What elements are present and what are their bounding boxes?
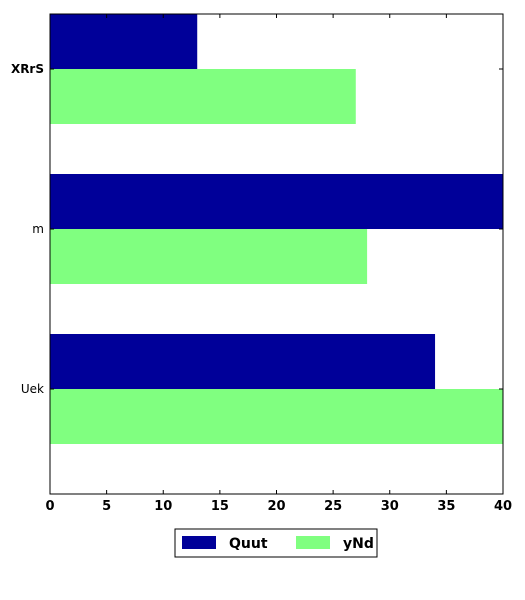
legend-swatch bbox=[296, 536, 330, 549]
legend-label: yNd bbox=[343, 536, 374, 552]
x-tick-label: 35 bbox=[437, 499, 455, 514]
bar-yNd-Uek bbox=[50, 389, 503, 444]
bar-Quut-Uek bbox=[50, 334, 436, 389]
legend: Quut yNd bbox=[174, 528, 378, 558]
bar-Quut-XRrS bbox=[50, 14, 198, 69]
x-tick-label: 0 bbox=[45, 499, 54, 514]
x-tick-label: 20 bbox=[267, 499, 285, 514]
category-label: m bbox=[32, 222, 44, 236]
x-tick-label: 15 bbox=[211, 499, 229, 514]
bar-yNd-XRrS bbox=[50, 69, 356, 124]
category-label: Uek bbox=[21, 382, 44, 396]
bars-group bbox=[50, 14, 503, 444]
category-label: XRrS bbox=[11, 62, 44, 76]
x-tick-label: 40 bbox=[494, 499, 512, 514]
x-tick-label: 10 bbox=[154, 499, 172, 514]
x-tick-label: 25 bbox=[324, 499, 342, 514]
bar-yNd-m bbox=[50, 229, 368, 284]
x-tick-label: 30 bbox=[381, 499, 399, 514]
x-tick-label: 5 bbox=[102, 499, 111, 514]
legend-label: Quut bbox=[229, 536, 268, 552]
bar-Quut-m bbox=[50, 174, 503, 229]
axis-ticks: XRrS m Uek 0 5 10 15 20 25 30 35 40 bbox=[11, 14, 512, 514]
legend-swatch bbox=[182, 536, 216, 549]
